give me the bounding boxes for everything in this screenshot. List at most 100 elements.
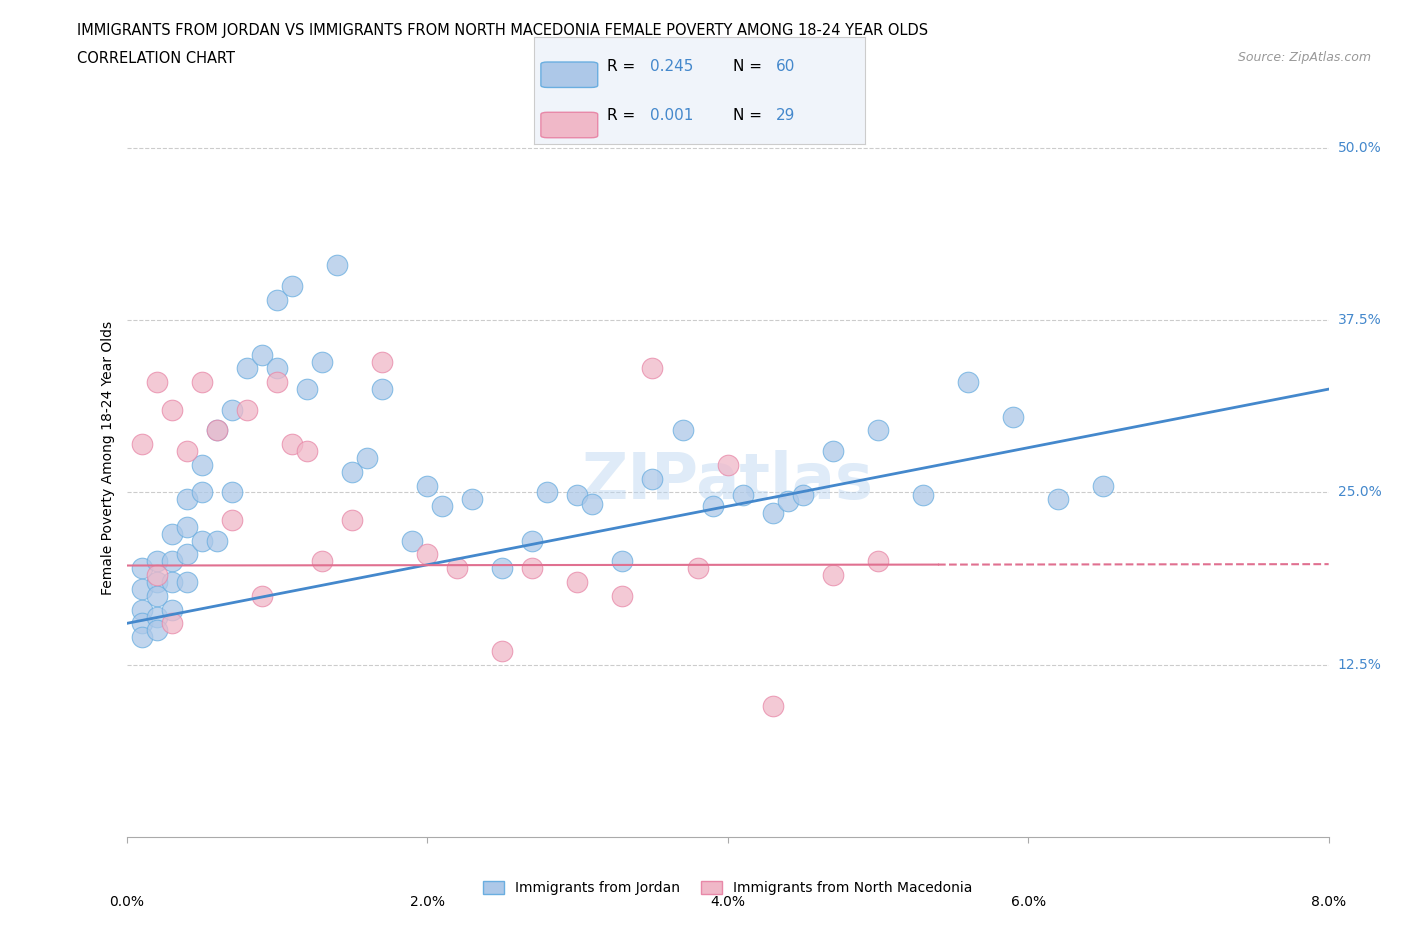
Point bbox=[250, 347, 273, 362]
Point bbox=[911, 488, 934, 503]
Point bbox=[235, 403, 259, 418]
Point bbox=[612, 554, 634, 569]
Point bbox=[340, 464, 363, 479]
Point bbox=[522, 561, 544, 576]
Point bbox=[190, 375, 212, 390]
Point bbox=[160, 554, 183, 569]
Point bbox=[612, 589, 634, 604]
Point bbox=[145, 589, 167, 604]
Point bbox=[266, 375, 288, 390]
Point bbox=[221, 512, 243, 527]
Point bbox=[731, 488, 754, 503]
Point bbox=[567, 575, 589, 590]
Point bbox=[446, 561, 468, 576]
Point bbox=[762, 506, 785, 521]
Text: 12.5%: 12.5% bbox=[1337, 658, 1382, 671]
Point bbox=[131, 616, 153, 631]
Point bbox=[160, 616, 183, 631]
Point bbox=[1047, 492, 1070, 507]
Text: 2.0%: 2.0% bbox=[409, 895, 444, 909]
Text: IMMIGRANTS FROM JORDAN VS IMMIGRANTS FROM NORTH MACEDONIA FEMALE POVERTY AMONG 1: IMMIGRANTS FROM JORDAN VS IMMIGRANTS FRO… bbox=[77, 23, 928, 38]
Point bbox=[1092, 478, 1115, 493]
Text: R =: R = bbox=[607, 108, 636, 123]
Point bbox=[641, 361, 664, 376]
Point bbox=[235, 361, 259, 376]
Text: 25.0%: 25.0% bbox=[1337, 485, 1382, 499]
Point bbox=[371, 354, 394, 369]
Point bbox=[776, 493, 799, 508]
Point bbox=[145, 567, 167, 582]
Point bbox=[567, 488, 589, 503]
Text: 60: 60 bbox=[776, 59, 794, 73]
Point bbox=[581, 496, 603, 511]
Point bbox=[221, 485, 243, 500]
Point bbox=[491, 561, 513, 576]
Point bbox=[205, 423, 228, 438]
Y-axis label: Female Poverty Among 18-24 Year Olds: Female Poverty Among 18-24 Year Olds bbox=[101, 321, 115, 595]
Text: 37.5%: 37.5% bbox=[1337, 313, 1382, 327]
Point bbox=[221, 403, 243, 418]
Text: N =: N = bbox=[733, 59, 762, 73]
Point bbox=[401, 533, 423, 548]
Point bbox=[536, 485, 558, 500]
Point bbox=[131, 581, 153, 596]
Text: 4.0%: 4.0% bbox=[710, 895, 745, 909]
Point bbox=[131, 561, 153, 576]
Text: N =: N = bbox=[733, 108, 762, 123]
Point bbox=[792, 488, 814, 503]
Text: 6.0%: 6.0% bbox=[1011, 895, 1046, 909]
Point bbox=[762, 698, 785, 713]
Point bbox=[686, 561, 709, 576]
Point bbox=[145, 554, 167, 569]
Text: 8.0%: 8.0% bbox=[1312, 895, 1346, 909]
Text: ZIPatlas: ZIPatlas bbox=[582, 450, 873, 512]
Point bbox=[340, 512, 363, 527]
Point bbox=[205, 423, 228, 438]
FancyBboxPatch shape bbox=[541, 62, 598, 87]
Point bbox=[671, 423, 693, 438]
Text: R =: R = bbox=[607, 59, 636, 73]
Text: 50.0%: 50.0% bbox=[1337, 141, 1382, 155]
Point bbox=[430, 498, 453, 513]
Point bbox=[356, 451, 378, 466]
Point bbox=[416, 478, 439, 493]
Point bbox=[145, 375, 167, 390]
Text: 0.245: 0.245 bbox=[650, 59, 693, 73]
Point bbox=[145, 609, 167, 624]
Point bbox=[716, 458, 740, 472]
Text: CORRELATION CHART: CORRELATION CHART bbox=[77, 51, 235, 66]
Point bbox=[160, 526, 183, 541]
Point bbox=[250, 589, 273, 604]
Point bbox=[145, 575, 167, 590]
Point bbox=[522, 533, 544, 548]
Point bbox=[160, 575, 183, 590]
Point bbox=[866, 554, 889, 569]
Point bbox=[176, 547, 198, 562]
Text: 29: 29 bbox=[776, 108, 794, 123]
Point bbox=[371, 381, 394, 396]
Point bbox=[866, 423, 889, 438]
FancyBboxPatch shape bbox=[541, 113, 598, 138]
Point bbox=[821, 567, 844, 582]
Point bbox=[295, 444, 318, 458]
Point bbox=[266, 292, 288, 307]
Point bbox=[956, 375, 979, 390]
Legend: Immigrants from Jordan, Immigrants from North Macedonia: Immigrants from Jordan, Immigrants from … bbox=[477, 874, 979, 902]
Point bbox=[190, 485, 212, 500]
Point bbox=[176, 492, 198, 507]
Point bbox=[416, 547, 439, 562]
Point bbox=[491, 644, 513, 658]
Point bbox=[311, 354, 333, 369]
Point bbox=[131, 630, 153, 644]
Point bbox=[205, 533, 228, 548]
Point bbox=[131, 603, 153, 618]
Point bbox=[176, 520, 198, 535]
Text: 0.001: 0.001 bbox=[650, 108, 693, 123]
Point bbox=[160, 403, 183, 418]
Point bbox=[176, 444, 198, 458]
Point bbox=[821, 444, 844, 458]
Point bbox=[326, 258, 349, 272]
Text: 0.0%: 0.0% bbox=[110, 895, 143, 909]
Point bbox=[131, 437, 153, 452]
Point bbox=[266, 361, 288, 376]
